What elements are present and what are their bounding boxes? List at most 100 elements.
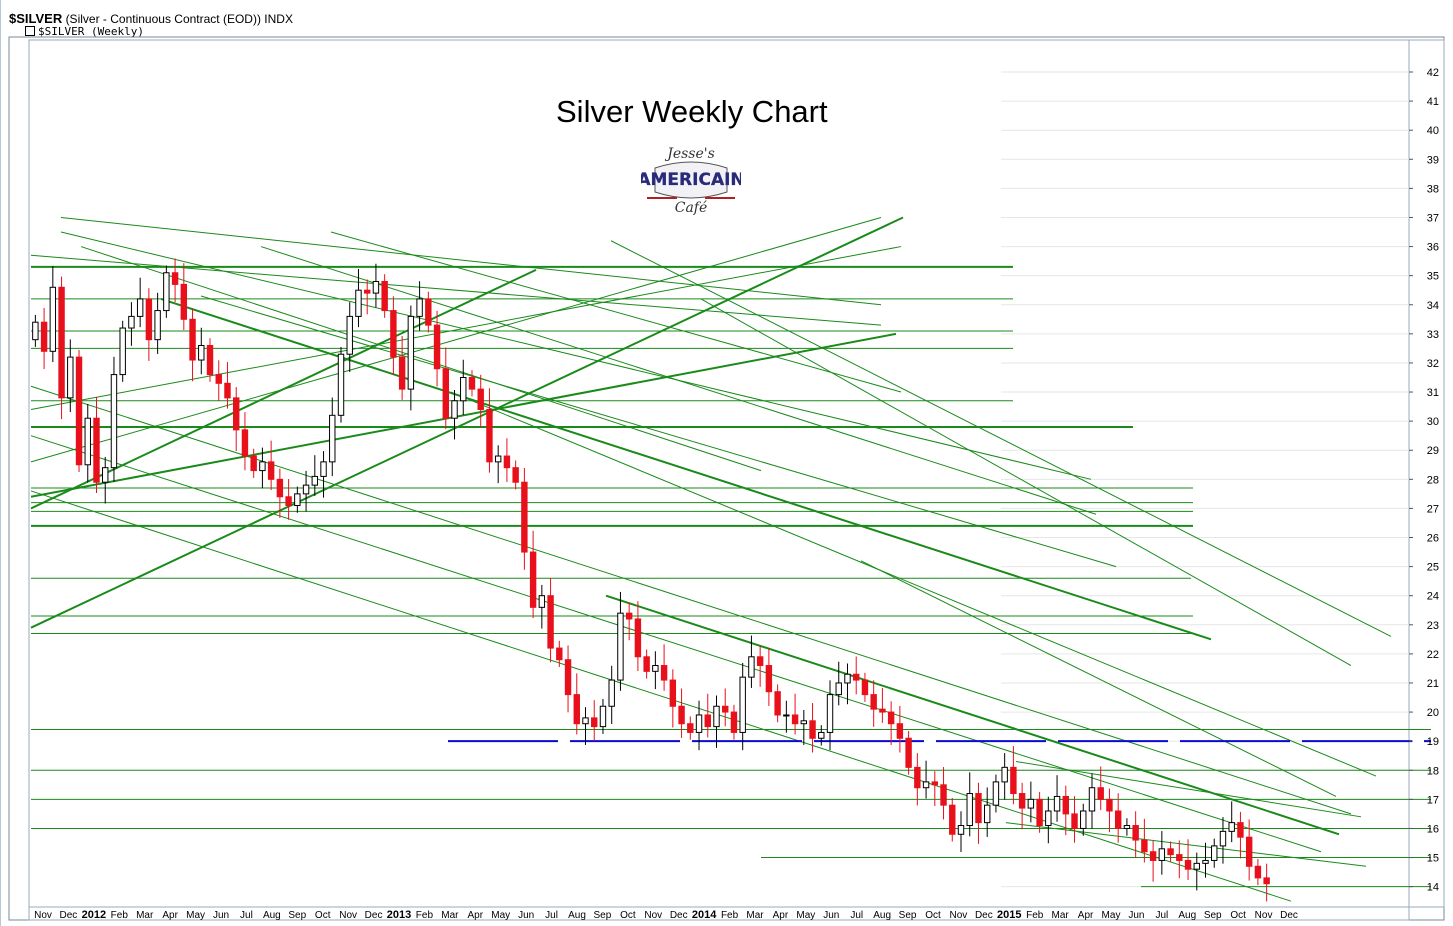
candle-body — [215, 374, 222, 384]
candle-body — [529, 551, 537, 608]
candle-body — [503, 455, 511, 469]
candle-body — [617, 612, 624, 681]
x-tick-label: Dec — [670, 910, 688, 921]
y-tick-label: 24 — [1427, 591, 1439, 603]
y-tick-label: 31 — [1427, 387, 1439, 399]
x-tick-label: Dec — [60, 910, 78, 921]
series-toggle-icon[interactable] — [25, 26, 35, 36]
candle-body — [259, 461, 266, 472]
candle-body — [250, 455, 257, 472]
candle-body — [119, 327, 126, 376]
candle-body — [102, 467, 109, 483]
candle-body — [1001, 766, 1008, 783]
candle-body — [940, 784, 947, 806]
symbol-label: $SILVER — [9, 11, 63, 26]
x-tick-label: Jul — [1155, 910, 1168, 921]
trendline — [60, 231, 1092, 480]
x-tick-label: Jun — [1128, 910, 1144, 921]
candle-body — [713, 705, 720, 728]
candle-body — [643, 656, 650, 672]
candle-body — [1202, 859, 1209, 864]
x-tick-label: Dec — [975, 910, 993, 921]
candle-body — [992, 781, 1000, 806]
candle-body — [241, 429, 249, 457]
x-tick-label: Mar — [136, 910, 154, 921]
x-tick-label: Mar — [746, 910, 764, 921]
candle-body — [477, 388, 484, 410]
candle-body — [582, 717, 589, 725]
x-tick-label: May — [1102, 910, 1121, 921]
y-tick-label: 41 — [1427, 96, 1439, 108]
candle-body — [320, 461, 327, 477]
trendline — [60, 216, 882, 306]
candle-body — [1036, 798, 1043, 827]
x-tick-label: May — [491, 910, 510, 921]
trendline — [160, 297, 1212, 641]
x-tick-label: Sep — [899, 910, 917, 921]
x-tick-label: Sep — [1204, 910, 1222, 921]
candle-body — [722, 705, 729, 713]
y-tick-label: 18 — [1427, 765, 1439, 777]
candle-body — [521, 481, 528, 553]
candle-body — [818, 731, 825, 739]
candle-body — [1176, 854, 1183, 861]
trendline — [860, 560, 1337, 797]
candle-body — [1193, 862, 1200, 870]
x-tick-label: Feb — [1026, 910, 1044, 921]
candle-body — [591, 717, 598, 728]
candle-body — [687, 723, 694, 733]
candle-body — [634, 618, 642, 658]
candle-body — [975, 793, 982, 824]
y-tick-label: 30 — [1427, 416, 1439, 428]
x-tick-label: Oct — [1230, 910, 1246, 921]
x-tick-label: 2012 — [82, 909, 106, 921]
candle-body — [730, 711, 738, 733]
x-tick-label: Nov — [1255, 910, 1273, 921]
candle-body — [329, 414, 336, 463]
x-tick-label: Nov — [644, 910, 662, 921]
x-tick-label: Nov — [34, 910, 52, 921]
candle-body — [171, 272, 179, 285]
candle-body — [1010, 766, 1017, 795]
candle-body — [1071, 813, 1078, 829]
x-tick-label: Apr — [1078, 910, 1094, 921]
candle-body — [573, 694, 580, 725]
candle-body — [1149, 851, 1157, 861]
candle-body — [1088, 787, 1096, 812]
x-tick-label: 2014 — [692, 909, 717, 921]
candle-body — [49, 286, 57, 352]
candle-body — [1219, 830, 1227, 847]
candle-body — [652, 665, 659, 672]
candle-body — [110, 374, 118, 469]
candle-body — [512, 467, 519, 483]
x-tick-label: Apr — [773, 910, 789, 921]
candle-body — [145, 298, 153, 341]
candle-body — [337, 353, 345, 416]
x-tick-label: Jun — [518, 910, 534, 921]
candle-body — [547, 595, 554, 649]
candle-body — [870, 694, 877, 710]
candle-body — [896, 723, 904, 739]
candle-body — [1097, 787, 1104, 800]
candle-body — [390, 310, 397, 358]
trendline — [330, 231, 902, 393]
candle-body — [922, 781, 930, 789]
candle-body — [556, 647, 563, 661]
candle-body — [844, 673, 851, 684]
candle-body — [791, 714, 799, 725]
americain-cafe-logo: Jesse's AMERICAIN Café — [641, 146, 741, 216]
candle-body — [451, 400, 458, 419]
x-tick-label: Jun — [823, 910, 839, 921]
candle-body — [678, 705, 685, 725]
y-tick-label: 20 — [1427, 707, 1439, 719]
candle-body — [1245, 836, 1253, 867]
candle-body — [1158, 848, 1166, 861]
x-tick-label: 2013 — [387, 909, 411, 921]
candle-body — [800, 720, 808, 725]
y-tick-label: 37 — [1427, 212, 1439, 224]
candle-body — [1018, 793, 1026, 809]
series-label: $SILVER (Weekly) — [38, 25, 144, 38]
header-title: $SILVER (Silver - Continuous Contract (E… — [9, 11, 293, 26]
candle-body — [276, 478, 284, 498]
candle-body — [564, 659, 572, 696]
